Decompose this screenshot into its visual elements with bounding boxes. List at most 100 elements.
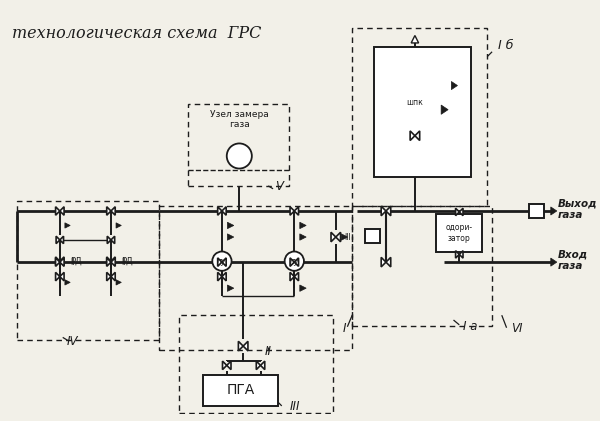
Circle shape (212, 251, 232, 271)
Polygon shape (222, 207, 226, 215)
Text: III: III (344, 232, 351, 242)
Text: IV: IV (67, 335, 78, 348)
Bar (352, 206, 492, 326)
Polygon shape (294, 258, 299, 266)
Polygon shape (107, 258, 111, 266)
Polygon shape (107, 257, 111, 265)
Polygon shape (111, 257, 115, 265)
Text: шпк: шпк (406, 99, 424, 107)
Circle shape (284, 251, 304, 271)
Polygon shape (227, 234, 234, 240)
Polygon shape (107, 272, 111, 281)
Bar (352, 28, 487, 206)
Polygon shape (116, 223, 121, 228)
Polygon shape (60, 272, 64, 281)
Polygon shape (222, 258, 226, 266)
Polygon shape (56, 257, 60, 265)
Polygon shape (415, 131, 419, 141)
Text: Вход
газа: Вход газа (558, 249, 588, 271)
Polygon shape (60, 207, 64, 215)
Polygon shape (60, 258, 64, 266)
Polygon shape (107, 207, 111, 215)
Polygon shape (341, 234, 347, 240)
Text: II: II (70, 258, 75, 266)
Bar (374, 47, 471, 177)
Polygon shape (116, 280, 121, 285)
Polygon shape (56, 258, 60, 266)
Bar (529, 204, 544, 218)
Text: РД: РД (122, 257, 133, 266)
Polygon shape (294, 207, 299, 215)
Polygon shape (381, 206, 386, 216)
Polygon shape (60, 257, 64, 265)
Polygon shape (551, 258, 557, 266)
Text: ПГА: ПГА (226, 384, 254, 397)
Text: пу: пу (217, 257, 227, 266)
Polygon shape (290, 272, 294, 281)
Polygon shape (294, 272, 299, 281)
Text: VI: VI (511, 322, 523, 335)
Text: I а: I а (463, 320, 478, 333)
Polygon shape (222, 272, 226, 281)
Text: Выход
газа: Выход газа (558, 198, 597, 220)
Polygon shape (455, 250, 459, 258)
Bar (17, 201, 159, 340)
Bar (436, 214, 482, 253)
Polygon shape (459, 208, 463, 216)
Polygon shape (331, 232, 336, 242)
Text: III: III (289, 400, 300, 413)
Text: РД: РД (70, 257, 82, 266)
Polygon shape (290, 258, 294, 266)
Text: II: II (122, 258, 126, 266)
Bar (179, 315, 333, 413)
Bar (203, 375, 278, 406)
Polygon shape (336, 232, 341, 242)
Polygon shape (218, 207, 222, 215)
Polygon shape (441, 105, 448, 114)
Polygon shape (300, 234, 306, 240)
Polygon shape (260, 361, 265, 370)
Polygon shape (218, 258, 222, 266)
Polygon shape (65, 280, 70, 285)
Polygon shape (65, 223, 70, 228)
Polygon shape (410, 131, 415, 141)
Text: II: II (265, 345, 272, 358)
Text: одори-
затор: одори- затор (446, 224, 473, 243)
Polygon shape (455, 208, 459, 216)
Polygon shape (451, 82, 457, 90)
Polygon shape (223, 361, 227, 370)
Text: технологическая схема  ГРС: технологическая схема ГРС (11, 25, 261, 42)
Polygon shape (111, 236, 115, 244)
Text: Узел замера
газа: Узел замера газа (210, 109, 269, 129)
Polygon shape (107, 236, 111, 244)
Polygon shape (243, 341, 248, 351)
Polygon shape (227, 361, 231, 370)
Polygon shape (300, 222, 306, 229)
Polygon shape (227, 222, 234, 229)
Polygon shape (56, 236, 60, 244)
Polygon shape (411, 35, 419, 43)
Polygon shape (56, 272, 60, 281)
Polygon shape (238, 341, 243, 351)
Polygon shape (381, 257, 386, 267)
Text: V: V (275, 180, 283, 193)
Polygon shape (111, 272, 115, 281)
Polygon shape (227, 285, 234, 291)
Text: I б: I б (498, 39, 514, 52)
Text: I: I (343, 322, 346, 335)
Polygon shape (300, 285, 306, 291)
Polygon shape (60, 236, 64, 244)
Polygon shape (290, 207, 294, 215)
Bar (159, 206, 352, 350)
Polygon shape (551, 207, 557, 215)
Polygon shape (111, 258, 115, 266)
Bar (188, 104, 289, 186)
Circle shape (227, 144, 252, 168)
Polygon shape (256, 361, 260, 370)
Polygon shape (386, 206, 391, 216)
Polygon shape (386, 257, 391, 267)
Polygon shape (111, 207, 115, 215)
Polygon shape (459, 250, 463, 258)
Bar (365, 229, 380, 243)
Text: пу: пу (290, 257, 299, 266)
